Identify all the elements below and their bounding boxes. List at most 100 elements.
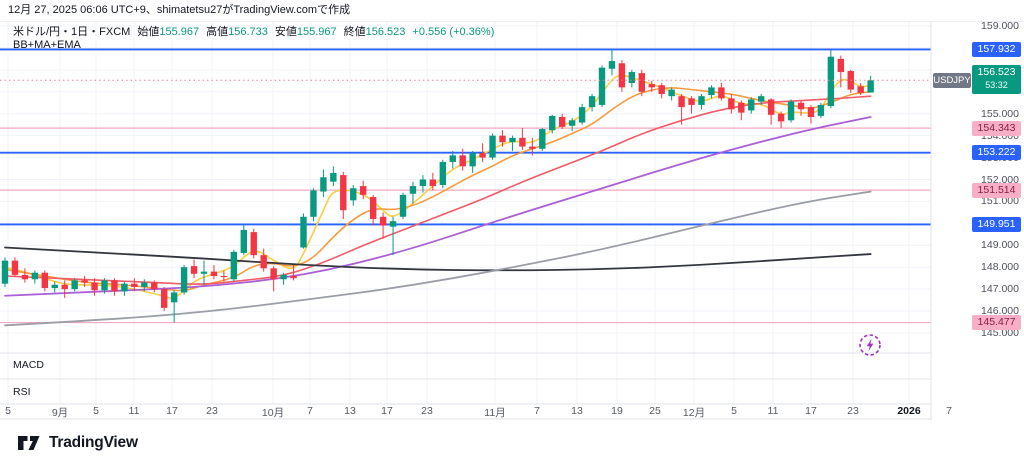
candle-body[interactable] — [519, 137, 526, 147]
candle-body[interactable] — [91, 282, 98, 291]
candle-body[interactable] — [728, 98, 735, 110]
candle-body[interactable] — [578, 107, 586, 123]
candle-body[interactable] — [71, 280, 78, 290]
candle-body[interactable] — [419, 179, 427, 187]
lightning-icon[interactable] — [857, 332, 883, 358]
candle-body[interactable] — [549, 115, 556, 131]
candle-body[interactable] — [190, 266, 198, 274]
candle-body[interactable] — [668, 89, 675, 97]
candle-body[interactable] — [638, 73, 645, 92]
chart-legend[interactable]: 米ドル/円・1日・FXCM 始値155.967 高値156.733 安値155.967… — [13, 25, 494, 39]
ema-mid-line[interactable] — [4, 87, 872, 292]
candle-body[interactable] — [767, 99, 775, 115]
candle-body[interactable] — [61, 284, 68, 290]
candle-body[interactable] — [718, 87, 725, 99]
price-scale[interactable]: USDJPY 156.523 53:32 159.000157.000155.0… — [932, 20, 1024, 420]
candle-body[interactable] — [529, 146, 536, 149]
candle-body[interactable] — [369, 197, 377, 219]
candle-body[interactable] — [121, 283, 128, 292]
candle-body[interactable] — [658, 85, 665, 94]
legend-symbol-title[interactable]: 米ドル/円・1日・FXCM — [13, 26, 131, 38]
candle-body[interactable] — [499, 135, 506, 143]
candle-body[interactable] — [170, 292, 178, 303]
candle-body[interactable] — [379, 216, 387, 226]
candle-body[interactable] — [489, 135, 496, 158]
candle-body[interactable] — [51, 284, 58, 289]
candle-body[interactable] — [340, 175, 347, 211]
candle-body[interactable] — [827, 56, 835, 107]
candle-body[interactable] — [350, 188, 357, 201]
candle-body[interactable] — [867, 80, 874, 93]
candle-body[interactable] — [360, 186, 367, 195]
candle-body[interactable] — [459, 155, 466, 167]
candle-body[interactable] — [250, 232, 257, 256]
candle-body[interactable] — [31, 272, 39, 280]
candle-body[interactable] — [41, 272, 48, 289]
candle-body[interactable] — [240, 229, 247, 253]
candle-body[interactable] — [648, 84, 655, 88]
candle-body[interactable] — [708, 87, 715, 96]
candle-body[interactable] — [777, 113, 785, 122]
candle-body[interactable] — [320, 177, 327, 192]
candle-body[interactable] — [399, 194, 407, 217]
candle-body[interactable] — [787, 101, 795, 121]
candle-body[interactable] — [509, 137, 516, 143]
ma-dark-gray-line[interactable] — [4, 246, 872, 272]
candle-body[interactable] — [618, 63, 626, 88]
candle-body[interactable] — [479, 153, 486, 158]
candle-body[interactable] — [588, 96, 596, 108]
candle-body[interactable] — [857, 86, 864, 93]
candle-body[interactable] — [628, 72, 636, 84]
candle-body[interactable] — [738, 102, 745, 113]
candle-body[interactable] — [151, 282, 158, 290]
candle-body[interactable] — [230, 251, 238, 280]
candle-body[interactable] — [539, 129, 546, 149]
candle-body[interactable] — [559, 117, 566, 127]
candle-body[interactable] — [817, 104, 825, 116]
macd-pane-label[interactable]: MACD — [13, 359, 44, 371]
candle-body[interactable] — [260, 255, 267, 269]
candle-body[interactable] — [210, 271, 218, 276]
candle-body[interactable] — [797, 102, 805, 110]
candle-body[interactable] — [330, 172, 337, 182]
candle-body[interactable] — [101, 280, 108, 291]
candlestick-chart-canvas[interactable] — [0, 22, 932, 420]
candle-body[interactable] — [568, 120, 576, 126]
candle-body[interactable] — [161, 289, 168, 308]
candle-body[interactable] — [409, 186, 417, 194]
ma-long-purple-line[interactable] — [4, 116, 872, 297]
candle-body[interactable] — [688, 98, 695, 105]
candle-body[interactable] — [220, 275, 228, 278]
candle-body[interactable] — [439, 161, 446, 185]
candle-body[interactable] — [429, 179, 437, 187]
rsi-pane-label[interactable]: RSI — [13, 386, 31, 398]
candle-body[interactable] — [11, 260, 19, 275]
candle-body[interactable] — [290, 275, 297, 279]
candle-body[interactable] — [389, 221, 397, 227]
candle-body[interactable] — [1, 260, 9, 284]
candle-body[interactable] — [449, 155, 456, 162]
candle-body[interactable] — [310, 190, 317, 217]
candle-body[interactable] — [300, 216, 307, 248]
candle-body[interactable] — [180, 267, 188, 293]
candle-body[interactable] — [758, 96, 765, 102]
candle-body[interactable] — [141, 282, 148, 287]
candle-body[interactable] — [807, 107, 815, 118]
ma-light-gray-line[interactable] — [4, 190, 872, 327]
candle-body[interactable] — [698, 96, 705, 105]
candle-body[interactable] — [598, 67, 606, 105]
indicator-label[interactable]: BB+MA+EMA — [13, 39, 81, 51]
time-axis[interactable]: 5 9月 5 11 17 23 10月 7 13 17 23 11月 7 13 19 25 12月 5 11 17 23… — [0, 405, 1024, 420]
candle-body[interactable] — [111, 280, 118, 292]
candle-body[interactable] — [200, 271, 208, 274]
tradingview-logo[interactable]: TradingView — [18, 434, 138, 452]
candle-body[interactable] — [81, 280, 88, 283]
candle-body[interactable] — [21, 274, 29, 280]
candle-body[interactable] — [270, 268, 277, 280]
candle-body[interactable] — [837, 58, 844, 73]
candle-body[interactable] — [678, 96, 685, 108]
candle-body[interactable] — [608, 61, 616, 69]
candle-body[interactable] — [131, 283, 138, 287]
candle-body[interactable] — [748, 99, 755, 111]
candle-body[interactable] — [280, 274, 287, 280]
